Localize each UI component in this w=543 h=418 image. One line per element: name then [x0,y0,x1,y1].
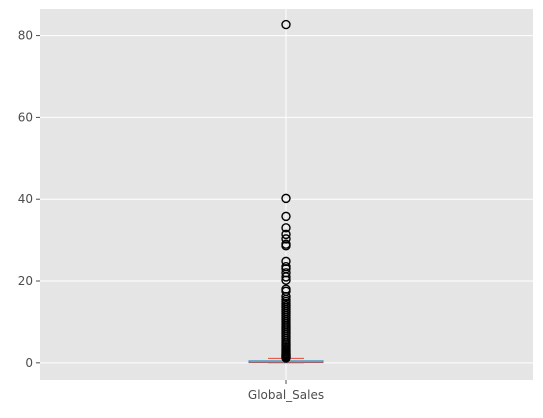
y-tick-label: 20 [18,274,33,288]
outlier-points [281,19,291,363]
outlier-point [281,353,291,363]
y-tick-label: 40 [18,192,33,206]
y-tick-label: 60 [18,110,33,124]
outlier-point [281,223,291,233]
outlier-point [281,272,291,282]
outlier-point [281,229,291,240]
y-tick-label: 0 [25,356,33,370]
y-tick-label: 80 [18,29,33,43]
outlier-point [281,234,291,244]
outlier-point [281,241,291,251]
outlier-point [281,275,291,285]
outlier-point [281,211,291,222]
x-tick-label: Global_Sales [248,388,324,402]
x-axis-ticks: Global_Sales [248,380,324,402]
outlier-point [281,291,291,302]
y-axis-ticks: 0 20 40 60 80 [18,29,40,370]
outlier-point [281,193,291,204]
outlier-point [281,19,291,30]
